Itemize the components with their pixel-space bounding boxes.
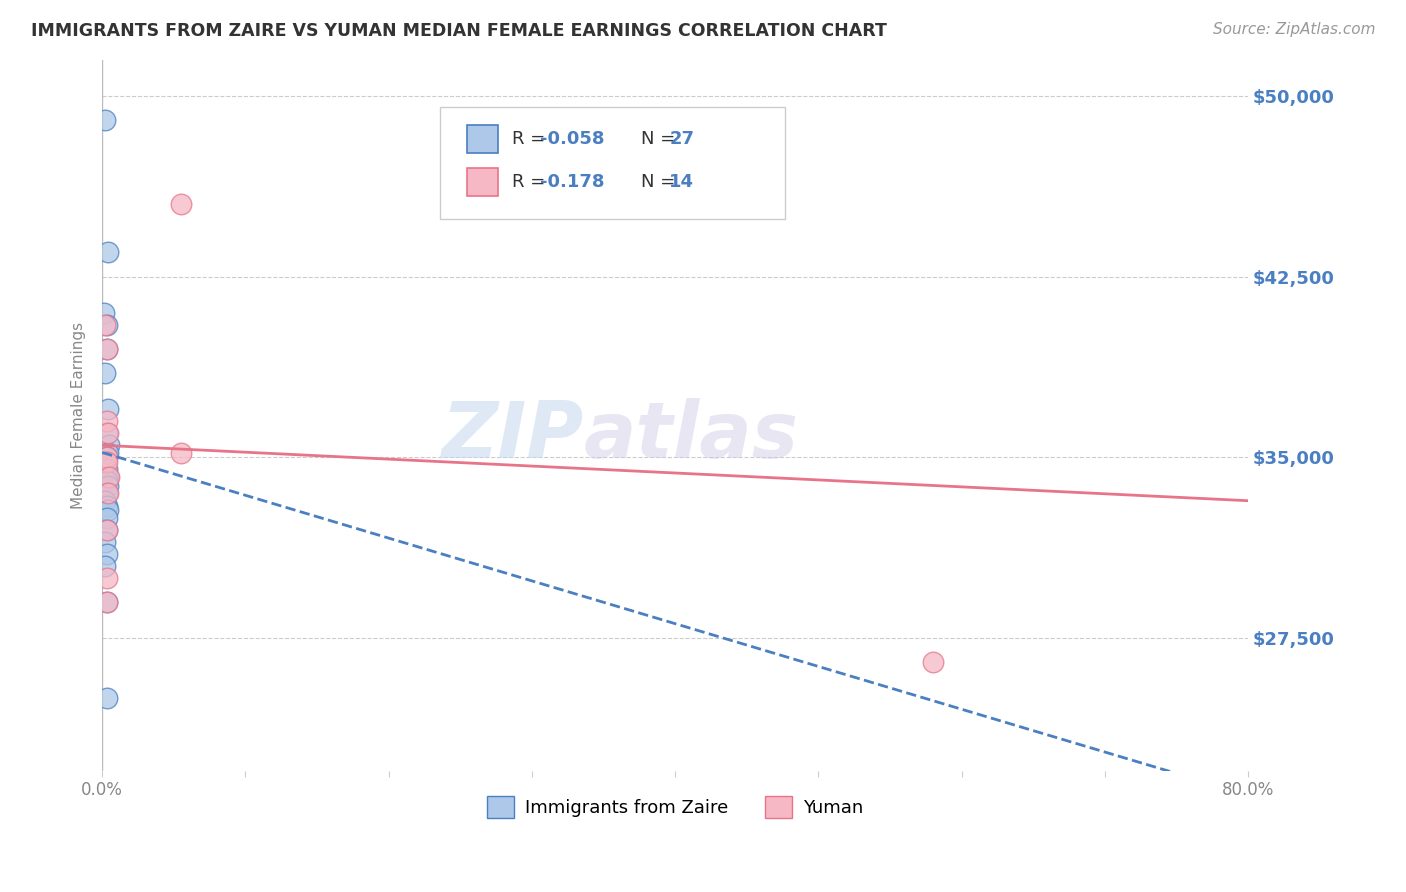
Point bbox=[96, 510, 118, 524]
Point bbox=[94, 558, 117, 573]
Point bbox=[96, 595, 118, 609]
Point bbox=[96, 450, 118, 465]
Point bbox=[96, 691, 118, 706]
Point bbox=[94, 534, 117, 549]
Point bbox=[96, 342, 118, 356]
Point bbox=[97, 445, 120, 459]
Point bbox=[94, 455, 117, 469]
Text: atlas: atlas bbox=[583, 399, 799, 475]
Point bbox=[96, 499, 118, 513]
Point bbox=[97, 479, 120, 493]
Legend: Immigrants from Zaire, Yuman: Immigrants from Zaire, Yuman bbox=[481, 789, 870, 826]
Point bbox=[96, 571, 118, 585]
Point bbox=[96, 523, 118, 537]
Point bbox=[96, 342, 118, 356]
Text: Source: ZipAtlas.com: Source: ZipAtlas.com bbox=[1212, 22, 1375, 37]
Point bbox=[96, 318, 118, 332]
Point bbox=[94, 112, 117, 127]
Point bbox=[96, 486, 118, 500]
Point bbox=[96, 595, 118, 609]
Point bbox=[97, 245, 120, 260]
Point bbox=[93, 306, 115, 320]
Point bbox=[97, 402, 120, 417]
Point bbox=[98, 469, 121, 483]
Point bbox=[94, 318, 117, 332]
Point bbox=[96, 450, 118, 465]
Point bbox=[96, 547, 118, 561]
Text: 14: 14 bbox=[669, 173, 695, 191]
Text: -0.058: -0.058 bbox=[540, 130, 605, 148]
Point bbox=[96, 523, 118, 537]
Text: ZIP: ZIP bbox=[441, 399, 583, 475]
Point bbox=[97, 503, 120, 517]
Point bbox=[170, 445, 193, 459]
Point bbox=[97, 469, 120, 483]
Text: IMMIGRANTS FROM ZAIRE VS YUMAN MEDIAN FEMALE EARNINGS CORRELATION CHART: IMMIGRANTS FROM ZAIRE VS YUMAN MEDIAN FE… bbox=[31, 22, 887, 40]
Point bbox=[96, 462, 118, 476]
Point bbox=[96, 426, 118, 441]
Point bbox=[97, 426, 120, 441]
Text: -0.178: -0.178 bbox=[540, 173, 605, 191]
Point bbox=[96, 414, 118, 428]
Point bbox=[94, 493, 117, 508]
Point bbox=[96, 455, 118, 469]
Text: N =: N = bbox=[641, 173, 681, 191]
Text: 27: 27 bbox=[669, 130, 695, 148]
Point bbox=[96, 475, 118, 489]
Y-axis label: Median Female Earnings: Median Female Earnings bbox=[72, 322, 86, 508]
Point bbox=[97, 486, 120, 500]
Point bbox=[170, 197, 193, 211]
Point bbox=[94, 366, 117, 380]
Text: R =: R = bbox=[512, 130, 551, 148]
Text: N =: N = bbox=[641, 130, 681, 148]
Point bbox=[922, 655, 945, 669]
Text: R =: R = bbox=[512, 173, 551, 191]
Point bbox=[98, 438, 121, 452]
